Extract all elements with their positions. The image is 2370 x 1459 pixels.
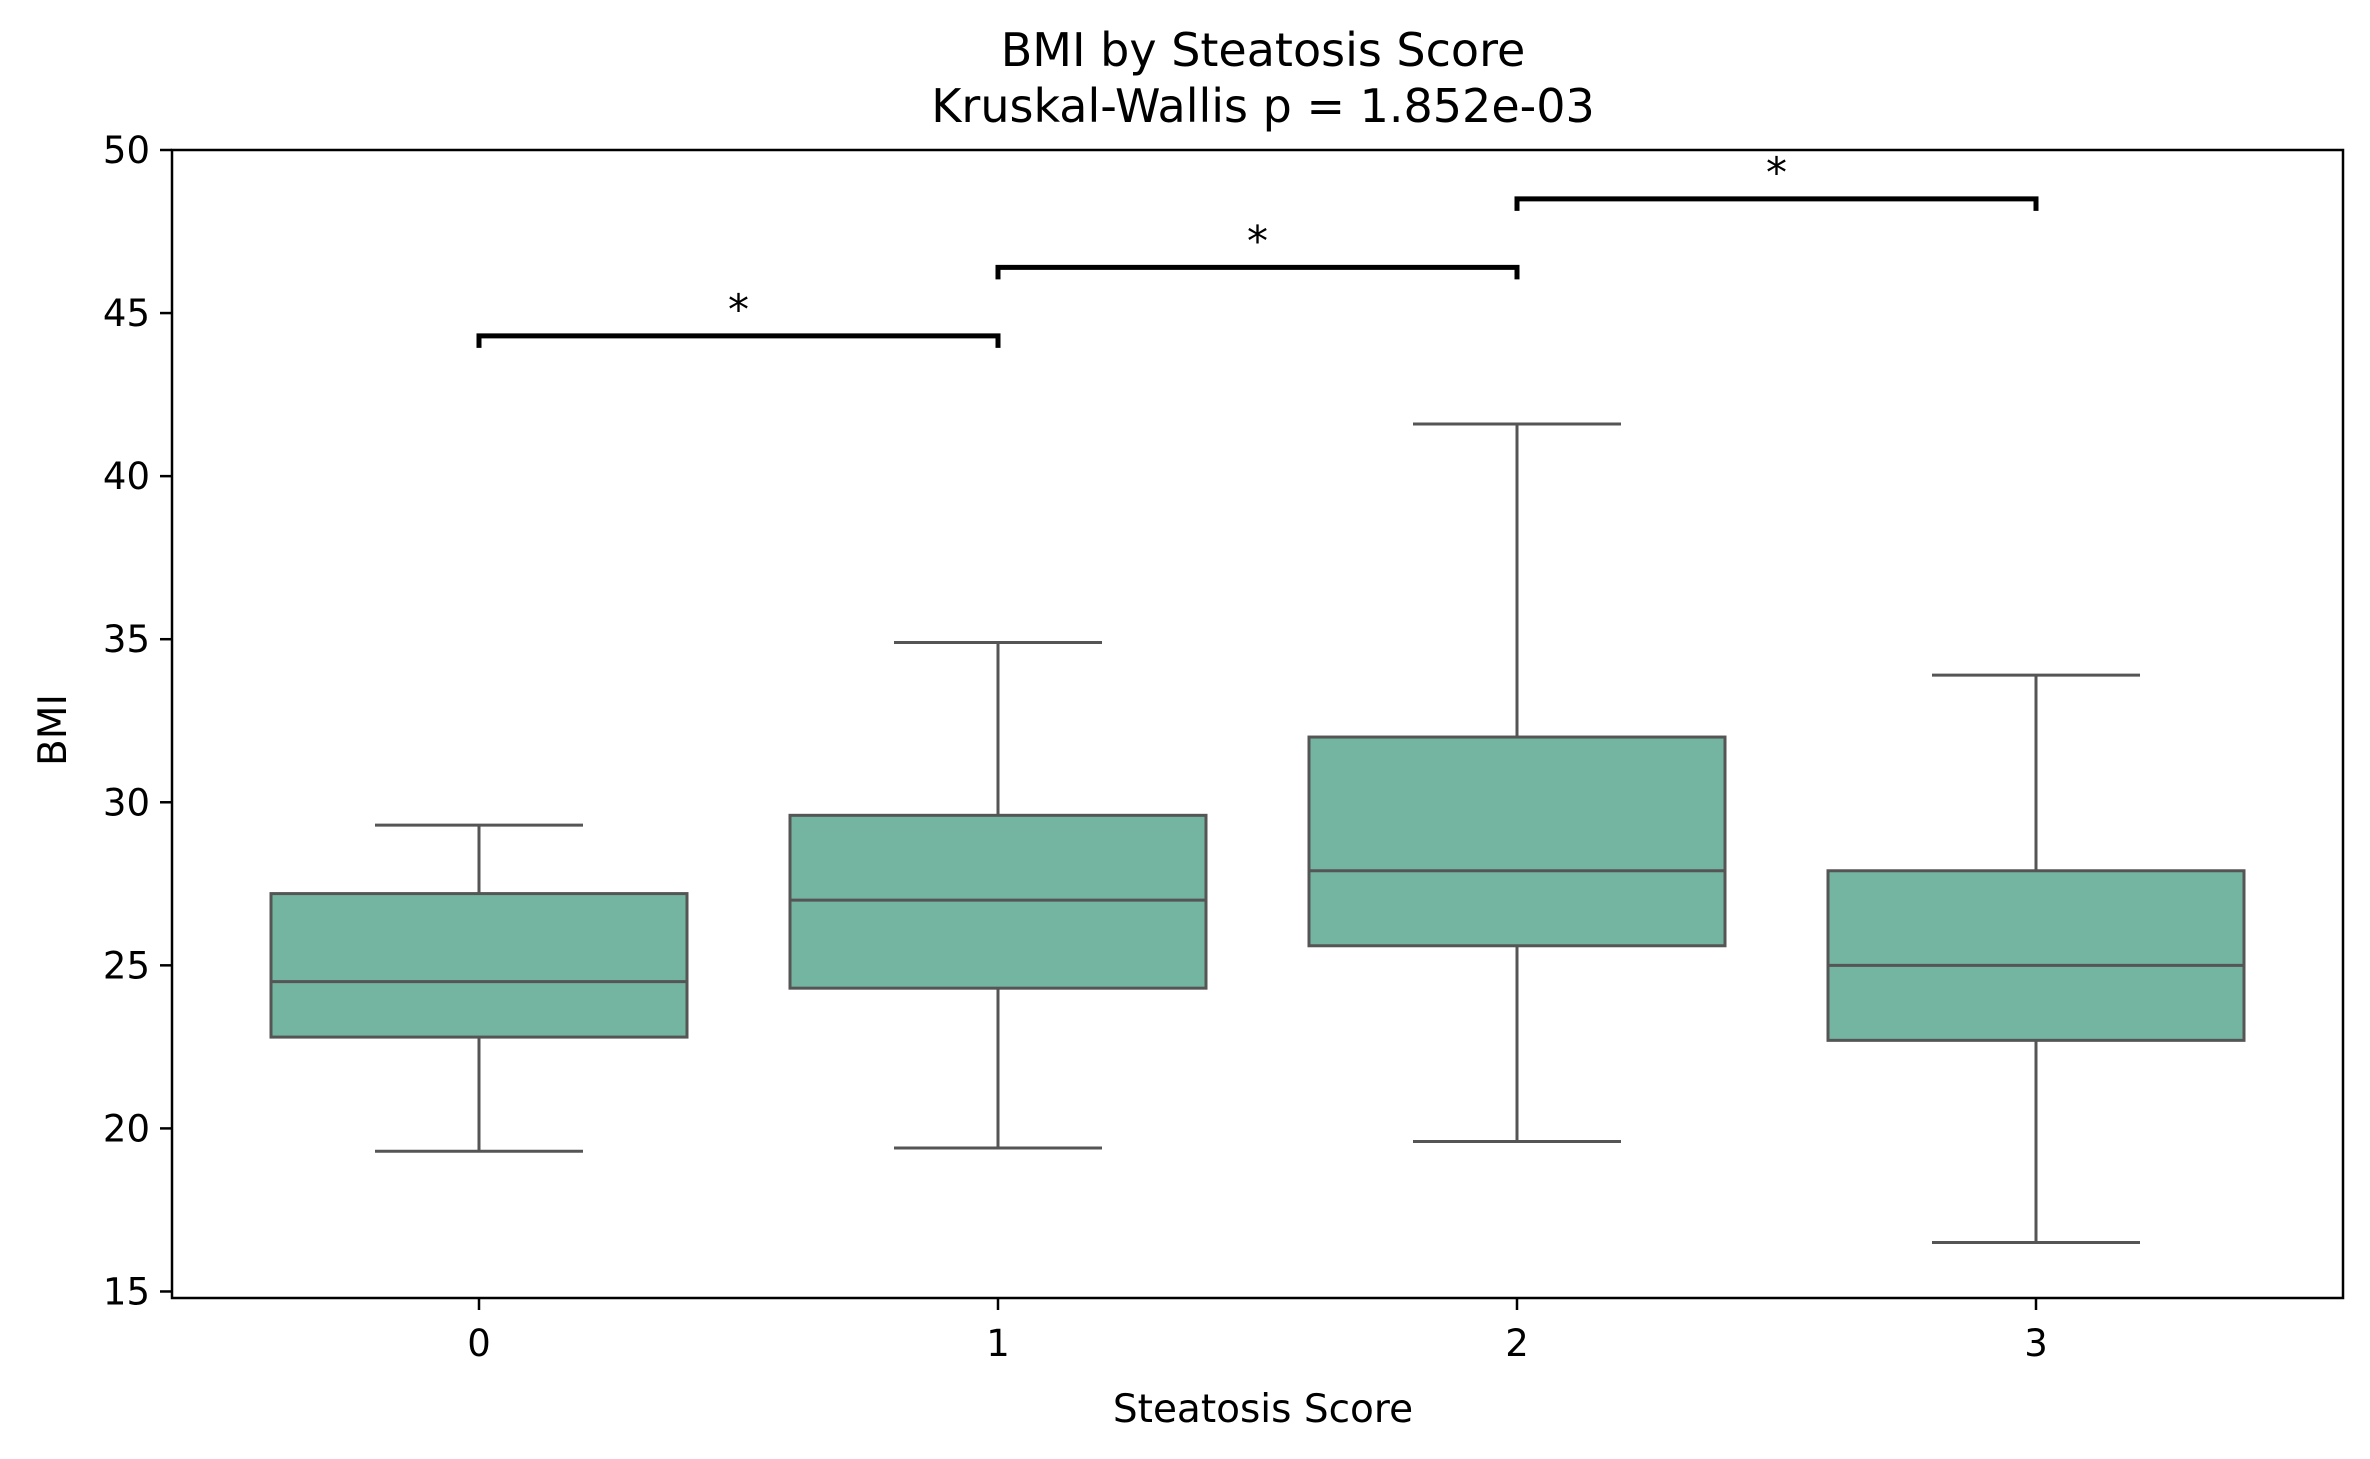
significance-bracket-0-1 <box>476 333 1001 348</box>
y-tick-label-15: 15 <box>103 1270 150 1313</box>
box-0 <box>269 892 689 1039</box>
significance-star-1-2: * <box>1247 216 1268 265</box>
y-tick-label-50: 50 <box>103 129 150 172</box>
x-tick-label-1: 1 <box>986 1322 1010 1365</box>
y-tick-label-25: 25 <box>103 944 150 987</box>
x-tick-label-3: 3 <box>2024 1322 2048 1365</box>
x-axis-label: Steatosis Score <box>1113 1387 1413 1432</box>
box-3 <box>1826 869 2246 1042</box>
box-2 <box>1307 735 1727 948</box>
y-tick-label-45: 45 <box>103 292 150 335</box>
significance-bracket-2-3 <box>1514 196 2039 211</box>
y-tick-label-30: 30 <box>103 781 150 824</box>
significance-bracket-1-2 <box>995 264 1520 280</box>
significance-star-0-1: * <box>728 285 749 334</box>
plot-frame <box>170 148 2345 1300</box>
plot-area: * * * 15 20 25 30 35 40 45 50 0 1 2 3 <box>103 129 2345 1365</box>
y-axis-label: BMI <box>31 694 76 766</box>
box-1 <box>788 813 1208 990</box>
y-tick-label-40: 40 <box>103 455 150 498</box>
y-tick-label-20: 20 <box>103 1107 150 1150</box>
chart-subtitle: Kruskal-Wallis p = 1.852e-03 <box>931 79 1595 133</box>
x-tick-label-0: 0 <box>467 1322 491 1365</box>
x-tick-label-2: 2 <box>1505 1322 1529 1365</box>
chart-title: BMI by Steatosis Score <box>1001 23 1526 77</box>
y-tick-label-35: 35 <box>103 618 150 661</box>
significance-star-2-3: * <box>1766 148 1787 197</box>
